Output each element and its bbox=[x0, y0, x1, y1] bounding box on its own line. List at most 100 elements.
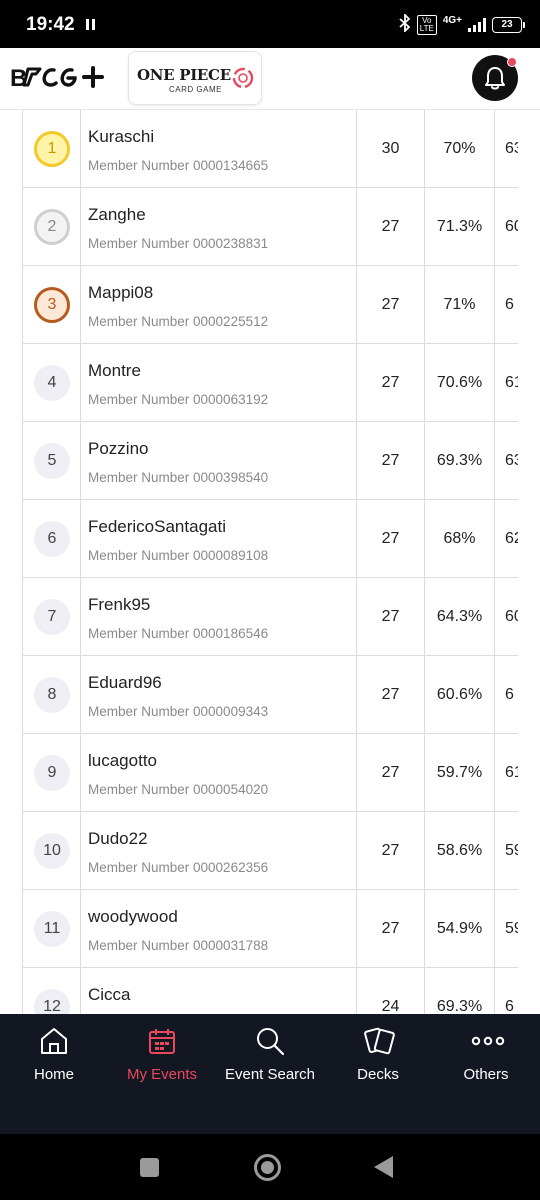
rank-badge: 9 bbox=[34, 755, 70, 791]
win-rate-cell: 71% bbox=[424, 266, 494, 344]
player-name: Pozzino bbox=[88, 439, 149, 458]
nav-event-search[interactable]: Event Search bbox=[216, 1014, 324, 1114]
player-cell: Kuraschi Member Number 0000134665 bbox=[80, 110, 356, 188]
ranking-row[interactable]: 3 Mappi08 Member Number 0000225512 27 71% 6 bbox=[22, 266, 518, 344]
opponent-win-rate-cell: 60 bbox=[494, 578, 518, 656]
win-rate-cell: 54.9% bbox=[424, 890, 494, 968]
member-number: Member Number 0000134665 bbox=[88, 158, 269, 173]
player-cell: Mappi08 Member Number 0000225512 bbox=[80, 266, 356, 344]
home-icon bbox=[41, 1028, 67, 1054]
rank-cell: 9 bbox=[22, 734, 80, 812]
member-number: Member Number 0000398540 bbox=[88, 470, 269, 485]
nav-home[interactable]: Home bbox=[0, 1014, 108, 1114]
volte-icon: Vo LTE bbox=[416, 15, 437, 35]
brand-logo-title: ONE PIECE bbox=[137, 66, 231, 84]
ranking-row[interactable]: 10 Dudo22 Member Number 0000262356 27 58.6% 5… bbox=[22, 812, 518, 890]
rank-cell: 10 bbox=[22, 812, 80, 890]
nav-my-events-label: My Events bbox=[126, 1066, 198, 1083]
rank-badge: 4 bbox=[34, 365, 70, 401]
opponent-win-rate-cell: 59 bbox=[494, 812, 518, 890]
bell-icon bbox=[485, 67, 505, 90]
opponent-win-rate-cell: 60 bbox=[494, 188, 518, 266]
home-button[interactable] bbox=[254, 1154, 281, 1181]
nav-others[interactable]: Others bbox=[432, 1014, 540, 1114]
member-number: Member Number 0000186546 bbox=[88, 626, 269, 641]
status-icons: Vo LTE 4G+ 23 bbox=[399, 12, 525, 36]
rank-badge: 12 bbox=[34, 989, 70, 1014]
win-rate-cell: 59.7% bbox=[424, 734, 494, 812]
player-name: Zanghe bbox=[88, 205, 146, 224]
notification-button[interactable] bbox=[472, 55, 518, 101]
recent-apps-button[interactable] bbox=[140, 1158, 159, 1177]
rank-badge: 1 bbox=[34, 131, 70, 167]
win-rate-cell: 69.3% bbox=[424, 968, 494, 1014]
bottom-navigation: Home My Events Event Search Decks bbox=[0, 1014, 540, 1134]
rank-badge: 10 bbox=[34, 833, 70, 869]
back-button[interactable] bbox=[374, 1156, 393, 1178]
win-rate-cell: 69.3% bbox=[424, 422, 494, 500]
win-rate-cell: 70.6% bbox=[424, 344, 494, 422]
player-name: lucagotto bbox=[88, 751, 157, 770]
rank-badge: 5 bbox=[34, 443, 70, 479]
player-name: Montre bbox=[88, 361, 141, 380]
ranking-row[interactable]: 12 Cicca 24 69.3% 6 bbox=[22, 968, 518, 1014]
rank-badge: 7 bbox=[34, 599, 70, 635]
rank-badge: 11 bbox=[34, 911, 70, 947]
rank-cell: 8 bbox=[22, 656, 80, 734]
ranking-row[interactable]: 9 lucagotto Member Number 0000054020 27 59.7… bbox=[22, 734, 518, 812]
bluetooth-icon bbox=[399, 12, 411, 36]
player-name: Cicca bbox=[88, 985, 131, 1004]
player-cell: Cicca bbox=[80, 968, 356, 1014]
player-name: Dudo22 bbox=[88, 829, 148, 848]
ranking-row[interactable]: 8 Eduard96 Member Number 0000009343 27 60.6%… bbox=[22, 656, 518, 734]
ranking-row[interactable]: 5 Pozzino Member Number 0000398540 27 69.3% 6… bbox=[22, 422, 518, 500]
one-piece-card-game-logo[interactable]: ONE PIECE CARD GAME bbox=[128, 51, 262, 105]
ranking-row[interactable]: 11 woodywood Member Number 0000031788 27 54.… bbox=[22, 890, 518, 968]
ranking-row[interactable]: 6 FedericoSantagati Member Number 00000891… bbox=[22, 500, 518, 578]
player-cell: Montre Member Number 0000063192 bbox=[80, 344, 356, 422]
system-navigation-bar bbox=[0, 1134, 540, 1200]
nav-event-search-label: Event Search bbox=[224, 1066, 316, 1083]
member-number: Member Number 0000063192 bbox=[88, 392, 269, 407]
bandai-tcg-plus-logo[interactable]: B bbox=[10, 62, 108, 92]
player-cell: FedericoSantagati Member Number 000008910… bbox=[80, 500, 356, 578]
rank-cell: 4 bbox=[22, 344, 80, 422]
rank-badge: 8 bbox=[34, 677, 70, 713]
points-cell: 27 bbox=[356, 734, 424, 812]
nav-others-label: Others bbox=[463, 1066, 509, 1083]
rank-cell: 6 bbox=[22, 500, 80, 578]
opponent-win-rate-cell: 63 bbox=[494, 422, 518, 500]
notification-badge bbox=[507, 57, 517, 67]
member-number: Member Number 0000031788 bbox=[88, 938, 269, 953]
player-name: Frenk95 bbox=[88, 595, 151, 614]
nav-my-events[interactable]: My Events bbox=[108, 1014, 216, 1114]
sim-icon bbox=[86, 19, 96, 30]
member-number: Member Number 0000262356 bbox=[88, 860, 269, 875]
points-cell: 30 bbox=[356, 110, 424, 188]
rank-cell: 7 bbox=[22, 578, 80, 656]
rank-cell: 11 bbox=[22, 890, 80, 968]
opponent-win-rate-cell: 6 bbox=[494, 968, 518, 1014]
opponent-win-rate-cell: 59 bbox=[494, 890, 518, 968]
ranking-row[interactable]: 7 Frenk95 Member Number 0000186546 27 64.3% 6… bbox=[22, 578, 518, 656]
app-header: B ONE PIECE CARD GAME bbox=[0, 48, 540, 110]
rank-badge: 6 bbox=[34, 521, 70, 557]
points-cell: 27 bbox=[356, 890, 424, 968]
win-rate-cell: 71.3% bbox=[424, 188, 494, 266]
battery-icon: 23 bbox=[492, 17, 525, 33]
status-time: 19:42 bbox=[26, 14, 75, 35]
opponent-win-rate-cell: 63 bbox=[494, 110, 518, 188]
network-type: 4G+ bbox=[442, 14, 462, 26]
opponent-win-rate-cell: 61 bbox=[494, 344, 518, 422]
rank-cell: 1 bbox=[22, 110, 80, 188]
nav-decks[interactable]: Decks bbox=[324, 1014, 432, 1114]
nav-decks-label: Decks bbox=[357, 1066, 399, 1083]
more-icon bbox=[471, 1036, 505, 1046]
win-rate-cell: 68% bbox=[424, 500, 494, 578]
